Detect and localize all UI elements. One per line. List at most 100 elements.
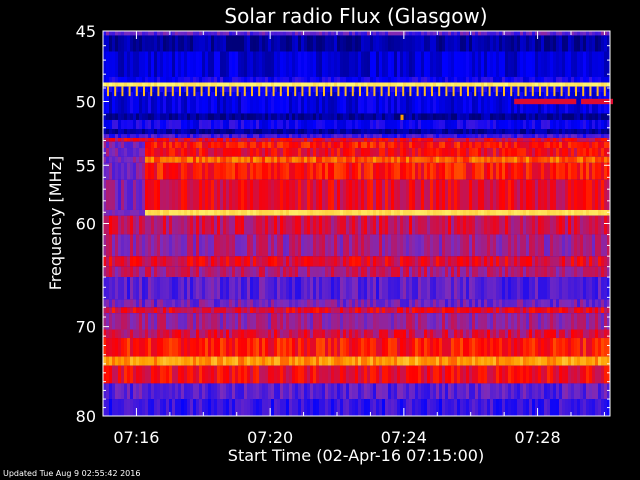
heat-cell	[427, 356, 430, 366]
heat-cell	[583, 51, 586, 77]
heat-cell	[184, 92, 187, 114]
heat-cell	[406, 141, 409, 149]
heat-cell	[379, 51, 382, 77]
heat-cell	[103, 338, 106, 357]
heat-cell	[493, 329, 496, 339]
heat-cell	[289, 51, 292, 77]
heat-cell	[445, 141, 448, 149]
heat-cell	[271, 234, 274, 257]
heat-cell	[166, 338, 169, 357]
heat-cell	[457, 113, 460, 120]
heat-cell	[205, 86, 208, 93]
heat-cell	[589, 215, 592, 235]
heat-cell	[445, 356, 448, 366]
heat-cell	[541, 35, 544, 52]
heat-cell	[430, 51, 433, 77]
heat-cell	[460, 234, 463, 257]
heat-cell	[283, 156, 286, 163]
heat-cell	[163, 137, 166, 142]
heat-cell	[217, 82, 220, 87]
heat-cell	[517, 162, 520, 180]
heat-cell	[259, 179, 262, 210]
heat-cell	[295, 31, 298, 36]
heat-cell	[523, 313, 526, 330]
heat-cell	[325, 148, 328, 157]
heat-cell	[247, 299, 250, 308]
heat-cell	[343, 92, 346, 114]
heat-cell	[280, 299, 283, 308]
heat-cell	[229, 35, 232, 52]
heat-cell	[175, 162, 178, 180]
heat-cell	[523, 209, 526, 216]
heat-cell	[181, 86, 184, 93]
heat-cell	[250, 307, 253, 314]
heat-cell	[316, 277, 319, 300]
heat-cell	[427, 215, 430, 235]
heat-cell	[349, 162, 352, 180]
heat-cell	[337, 338, 340, 357]
heat-cell	[385, 51, 388, 77]
heat-cell	[196, 141, 199, 149]
heat-cell	[247, 92, 250, 114]
heat-cell	[367, 256, 370, 267]
heat-cell	[124, 148, 127, 157]
heat-cell	[169, 313, 172, 330]
heat-cell	[337, 307, 340, 314]
heat-cell	[391, 266, 394, 278]
heat-cell	[247, 313, 250, 330]
heat-cell	[283, 313, 286, 330]
heat-cell	[412, 209, 415, 216]
heat-cell	[253, 156, 256, 163]
heat-cell	[472, 215, 475, 235]
heat-cell	[199, 148, 202, 157]
heat-cell	[322, 141, 325, 149]
heat-cell	[301, 338, 304, 357]
heat-cell	[187, 313, 190, 330]
heat-cell	[118, 76, 121, 83]
heat-cell	[151, 148, 154, 157]
heat-cell	[541, 338, 544, 357]
heat-cell	[352, 313, 355, 330]
heat-cell	[220, 86, 223, 93]
heat-cell	[595, 307, 598, 314]
heat-cell	[355, 137, 358, 142]
heat-cell	[382, 148, 385, 157]
heat-cell	[331, 329, 334, 339]
heat-cell	[373, 299, 376, 308]
heat-cell	[157, 137, 160, 142]
heat-cell	[196, 86, 199, 93]
heat-cell	[547, 141, 550, 149]
heat-cell	[316, 119, 319, 130]
heat-cell	[508, 76, 511, 83]
heat-cell	[109, 76, 112, 83]
heat-cell	[544, 86, 547, 93]
heat-cell	[547, 86, 550, 93]
heat-cell	[244, 277, 247, 300]
heat-cell	[451, 179, 454, 210]
heat-cell	[445, 129, 448, 135]
heat-cell	[163, 113, 166, 120]
heat-cell	[334, 119, 337, 130]
heat-cell	[124, 266, 127, 278]
heat-cell	[124, 215, 127, 235]
heat-cell	[244, 215, 247, 235]
heat-cell	[382, 307, 385, 314]
heat-cell	[271, 307, 274, 314]
heat-cell	[541, 356, 544, 366]
heat-cell	[352, 31, 355, 36]
heat-cell	[442, 215, 445, 235]
heat-cell	[247, 215, 250, 235]
heat-cell	[310, 215, 313, 235]
heat-cell	[592, 215, 595, 235]
heat-cell	[139, 266, 142, 278]
heat-cell	[583, 156, 586, 163]
heat-cell	[463, 86, 466, 93]
heat-cell	[256, 313, 259, 330]
heat-cell	[358, 329, 361, 339]
heat-cell	[289, 256, 292, 267]
heat-cell	[292, 313, 295, 330]
heat-cell	[157, 215, 160, 235]
heat-cell	[130, 148, 133, 157]
heat-cell	[418, 113, 421, 120]
heat-cell	[268, 148, 271, 157]
